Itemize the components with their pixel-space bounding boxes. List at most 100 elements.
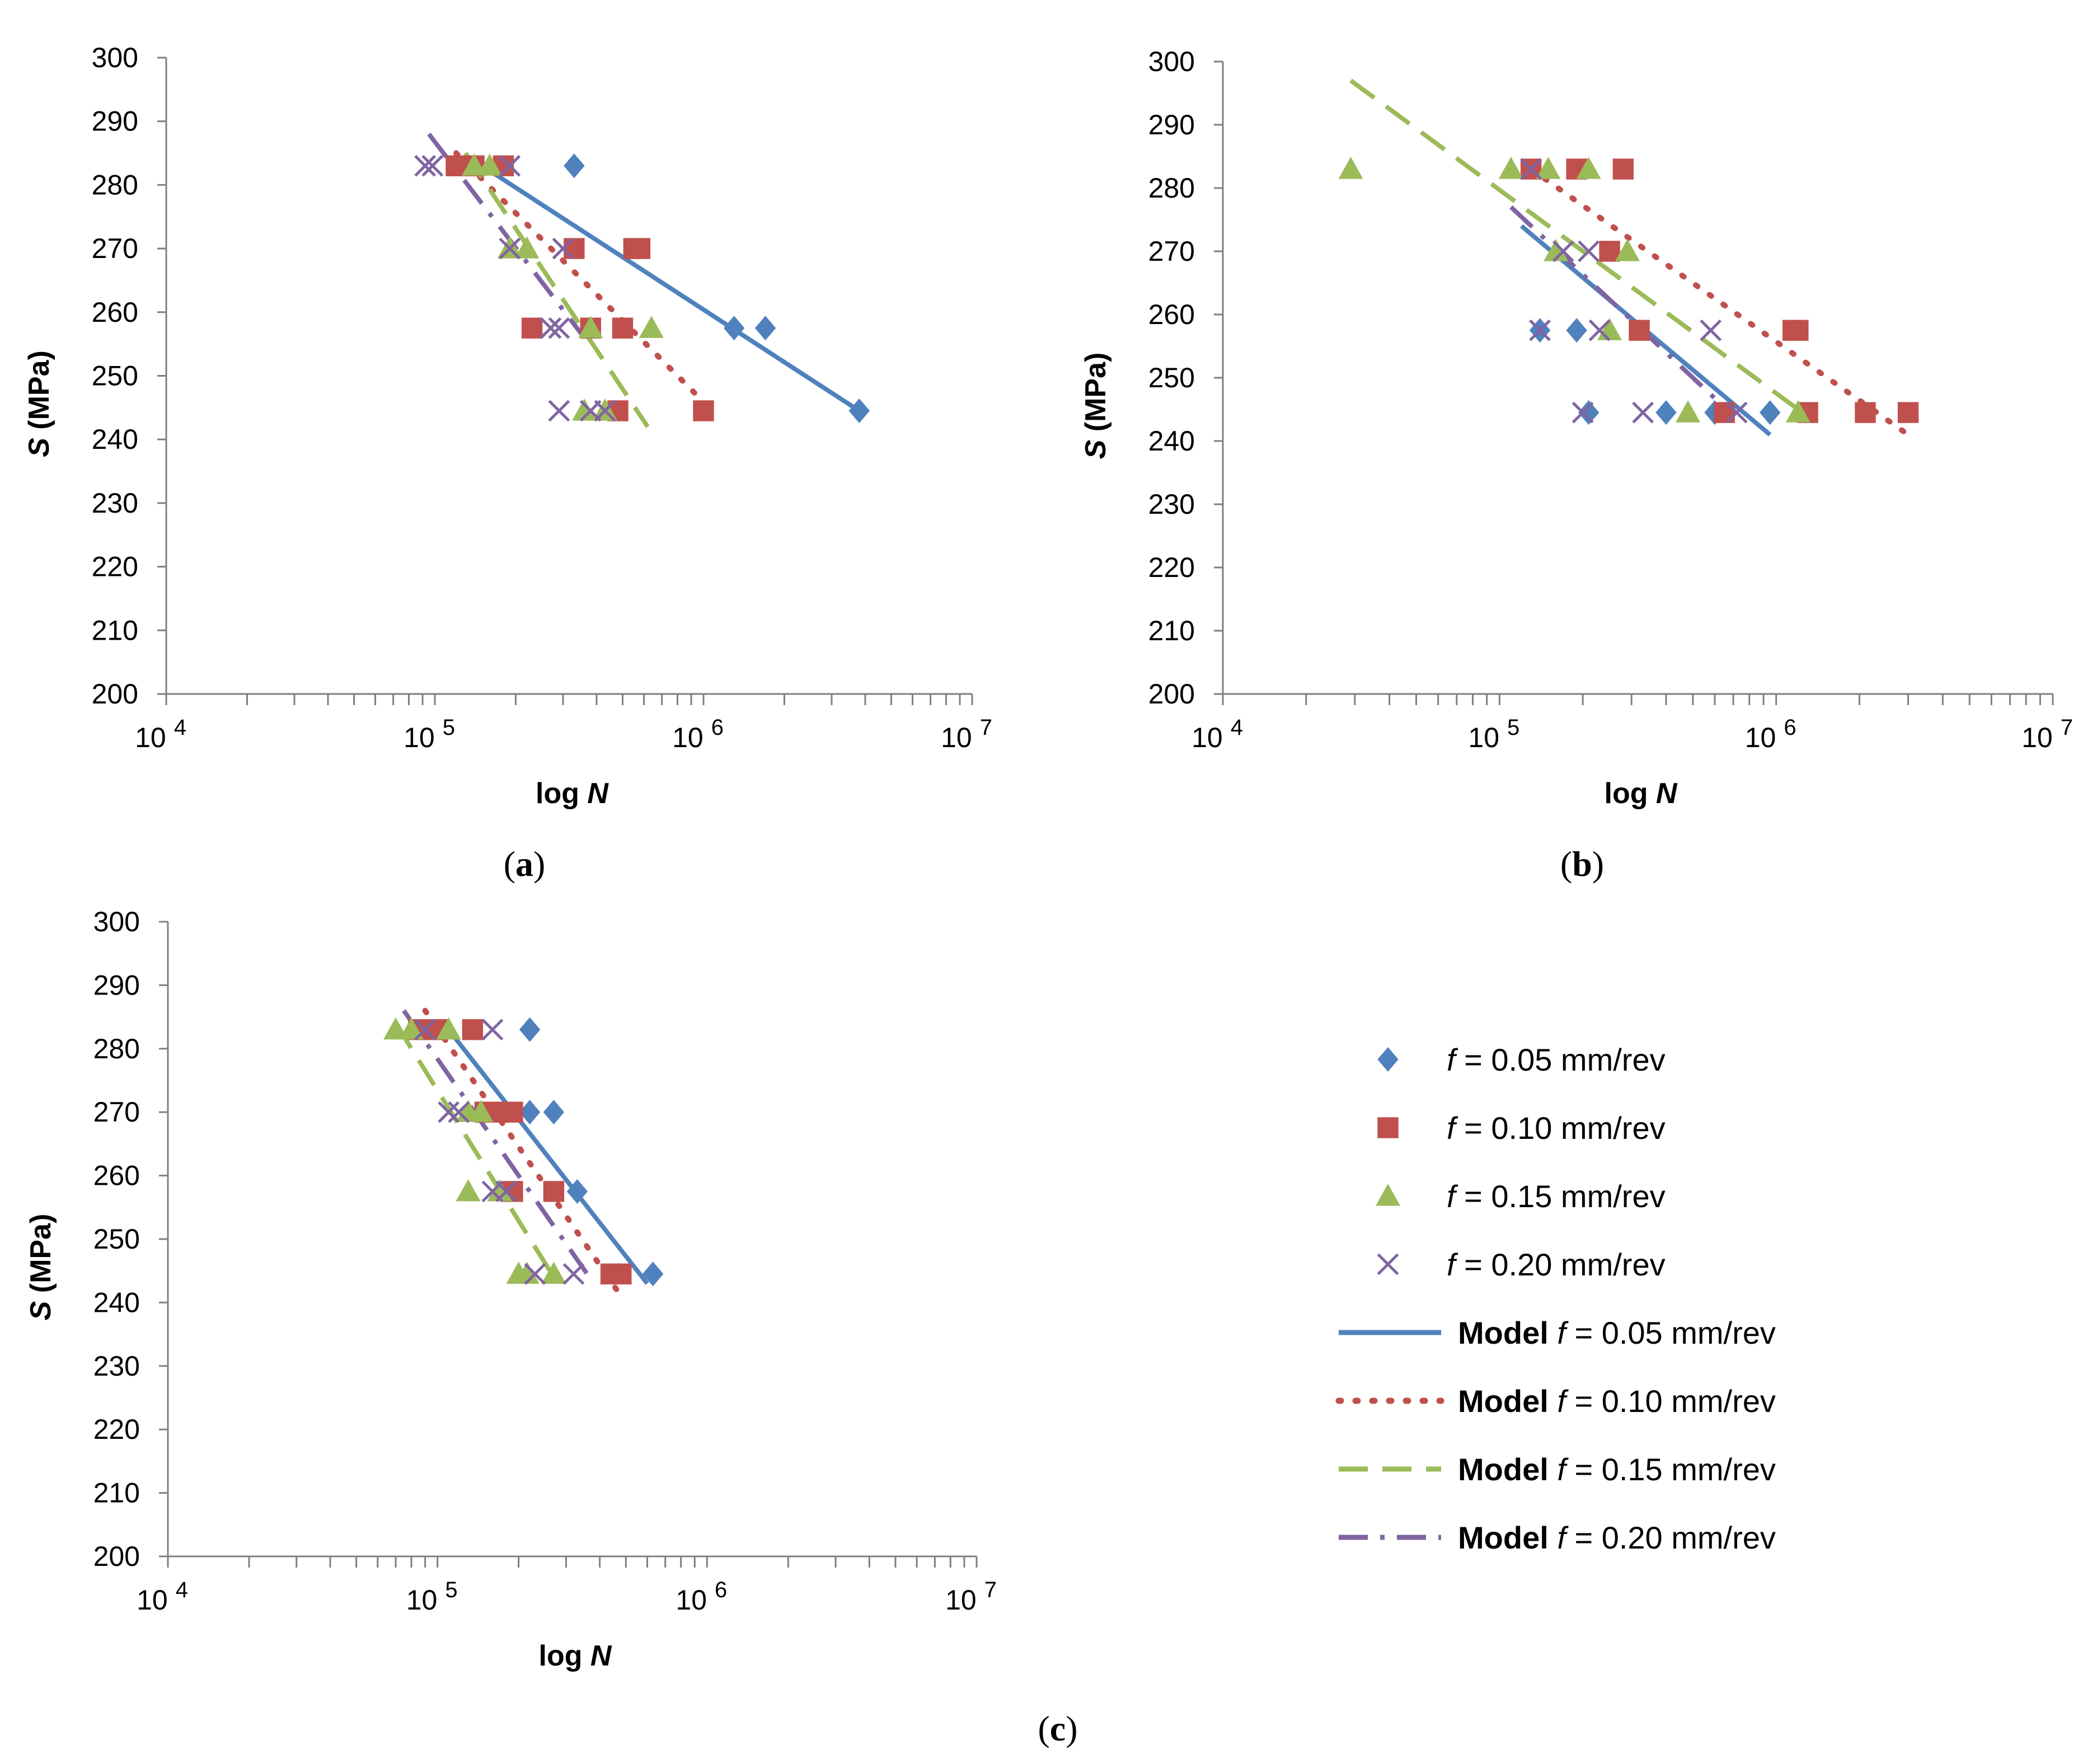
y-tick-label: 300 (93, 906, 140, 937)
series-diamond (519, 1017, 664, 1287)
legend-label: Model f = 0.20 mm/rev (1458, 1520, 1776, 1555)
data-point-cross (548, 317, 570, 339)
data-point-square (1599, 241, 1620, 262)
data-point-diamond (566, 1179, 588, 1204)
data-point-cross (438, 1101, 459, 1123)
legend-item-2: f = 0.10 mm/rev (1377, 1110, 1666, 1146)
data-point-triangle (514, 1261, 540, 1284)
data-point-triangle (1536, 157, 1561, 179)
data-point-cross (421, 154, 444, 177)
data-point-triangle (462, 153, 487, 176)
data-point-square (543, 1181, 565, 1202)
data-point-square (1612, 158, 1634, 180)
data-point-triangle (468, 1100, 494, 1122)
y-tick-label: 300 (92, 42, 138, 73)
data-point-cross (1572, 401, 1594, 424)
legend-marker-triangle (1376, 1184, 1400, 1206)
data-point-diamond (1578, 400, 1600, 425)
series-triangle (383, 1017, 566, 1284)
y-tick-label: 240 (92, 424, 138, 455)
data-point-triangle (514, 236, 540, 259)
y-tick-label: 210 (93, 1477, 140, 1509)
data-point-cross (548, 400, 570, 422)
data-point-diamond (723, 316, 745, 341)
data-point-triangle (541, 1261, 566, 1284)
data-point-diamond (519, 1100, 541, 1125)
data-point-cross (414, 154, 436, 177)
series-diamond (564, 153, 870, 424)
y-axis-title: S (MPa) (23, 350, 55, 457)
model-line-1 (481, 163, 861, 413)
data-point-diamond (1655, 400, 1677, 425)
data-point-square (693, 400, 714, 421)
y-tick-label: 200 (93, 1541, 140, 1572)
legend-label: Model f = 0.15 mm/rev (1458, 1452, 1776, 1487)
y-axis-title: S (MPa) (25, 1214, 57, 1321)
data-point-cross (540, 317, 562, 339)
y-tick-label: 250 (1148, 362, 1195, 393)
data-point-cross (499, 237, 521, 260)
y-tick-label: 280 (1148, 172, 1195, 204)
model-line-3 (393, 1022, 556, 1279)
data-point-cross (1700, 319, 1722, 341)
data-point-triangle (1544, 239, 1569, 261)
data-point-square (611, 1263, 632, 1285)
model-line-3 (463, 152, 650, 428)
x-axis-title: log N (1605, 777, 1678, 810)
legend-item-4: f = 0.20 mm/rev (1377, 1247, 1666, 1282)
y-tick-label: 270 (92, 233, 138, 264)
data-point-square (1855, 402, 1876, 423)
series-cross (414, 1019, 585, 1285)
legend-label: f = 0.20 mm/rev (1447, 1247, 1666, 1282)
data-point-diamond (1566, 318, 1587, 343)
legend-item-5: Model f = 0.05 mm/rev (1339, 1315, 1776, 1350)
y-tick-label: 270 (93, 1096, 140, 1128)
data-point-diamond (754, 316, 776, 341)
y-tick-label: 280 (93, 1033, 140, 1064)
data-point-cross (594, 400, 616, 422)
data-point-square (564, 238, 585, 259)
data-point-square (612, 317, 634, 339)
data-point-cross (552, 237, 574, 260)
data-point-diamond (1759, 400, 1781, 425)
legend-label: Model f = 0.10 mm/rev (1458, 1383, 1776, 1419)
legend-label: f = 0.10 mm/rev (1447, 1110, 1666, 1146)
y-tick-label: 210 (92, 614, 138, 646)
data-point-square (1714, 402, 1735, 423)
data-point-square (1788, 320, 1809, 341)
y-tick-label: 230 (1148, 489, 1195, 520)
data-point-cross (481, 1019, 504, 1041)
data-point-square (521, 317, 543, 339)
y-tick-label: 260 (92, 297, 138, 328)
legend-item-1: f = 0.05 mm/rev (1377, 1042, 1666, 1077)
data-point-diamond (543, 1100, 565, 1125)
series-cross (1520, 158, 1748, 424)
data-point-triangle (639, 316, 664, 338)
y-tick-label: 260 (1148, 299, 1195, 330)
y-tick-label: 220 (93, 1414, 140, 1445)
legend-label: Model f = 0.05 mm/rev (1458, 1315, 1776, 1350)
data-point-triangle (487, 1179, 512, 1202)
data-point-diamond (519, 1017, 541, 1042)
data-point-triangle (477, 153, 502, 176)
data-point-diamond (642, 1261, 664, 1287)
data-point-triangle (1615, 239, 1640, 261)
series-cross (414, 154, 616, 422)
y-tick-label: 200 (1148, 678, 1195, 710)
y-tick-label: 210 (1148, 615, 1195, 646)
data-point-diamond (848, 398, 870, 424)
model-line-2 (422, 1007, 624, 1299)
legend-marker-diamond (1377, 1047, 1399, 1072)
data-point-cross (1529, 319, 1551, 341)
legend-label: f = 0.05 mm/rev (1447, 1042, 1666, 1077)
legend: f = 0.05 mm/rev f = 0.10 mm/rev f = 0.15 m… (1335, 1042, 1776, 1555)
y-tick-label: 230 (93, 1350, 140, 1382)
data-point-cross (1632, 401, 1654, 424)
data-point-square (1897, 402, 1919, 423)
data-point-cross (1588, 319, 1611, 341)
legend-item-7: Model f = 0.15 mm/rev (1339, 1452, 1776, 1487)
y-tick-label: 300 (1148, 46, 1195, 77)
